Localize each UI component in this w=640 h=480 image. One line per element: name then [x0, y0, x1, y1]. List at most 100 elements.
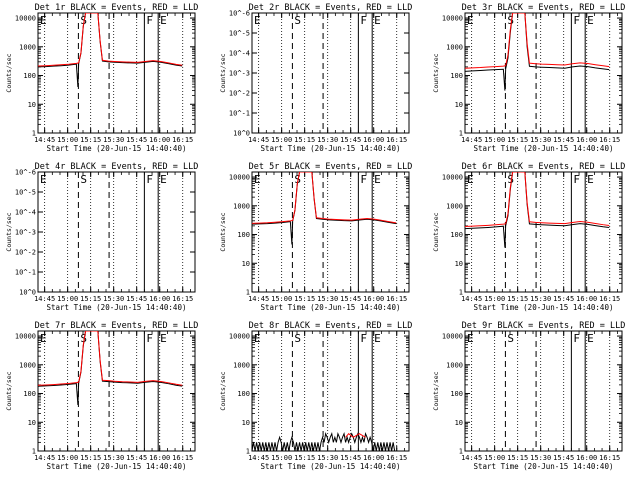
plot-frame: [37, 171, 196, 293]
y-tick-label: 10000: [15, 333, 36, 341]
event-marker-label: E: [587, 332, 594, 345]
y-axis-label: Counts/sec: [432, 371, 440, 410]
panel-title: Det 7r BLACK = Events, RED = LLD: [35, 321, 199, 331]
y-tick-label: 10^0: [19, 289, 36, 297]
event-marker-label: F: [146, 14, 153, 27]
x-tick-label: 15:30: [530, 295, 551, 303]
panel-4: Det 4r BLACK = Events, RED = LLD 10^0 10^-…: [5, 162, 198, 312]
event-marker-label: F: [573, 332, 580, 345]
x-tick-label: 14:45: [461, 295, 482, 303]
x-tick-label: 15:45: [553, 295, 574, 303]
panel-9: Det 9r BLACK = Events, RED = LLD 1 10 100 10…: [432, 321, 625, 471]
y-tick-label: 1: [459, 130, 463, 138]
y-tick-label: 100: [23, 390, 36, 398]
event-marker-label: E: [254, 332, 261, 345]
x-tick-label: 15:45: [340, 295, 361, 303]
event-marker-label: S: [507, 332, 514, 345]
x-tick-label: 14:45: [34, 295, 55, 303]
x-axis-label: Start Time (20-Jun-15 14:40:40): [474, 144, 614, 153]
panel-7: Det 7r BLACK = Events, RED = LLD 1 10 100 10…: [5, 321, 198, 471]
x-tick-label: 15:30: [103, 454, 124, 462]
event-marker-label: E: [160, 14, 167, 27]
x-tick-label: 14:45: [248, 454, 269, 462]
panel-title: Det 6r BLACK = Events, RED = LLD: [462, 162, 626, 172]
x-tick-label: 15:00: [484, 454, 505, 462]
y-tick-label: 1: [32, 130, 36, 138]
panel-title: Det 1r BLACK = Events, RED = LLD: [35, 3, 199, 13]
x-tick-label: 15:00: [57, 454, 78, 462]
panel-title: Det 8r BLACK = Events, RED = LLD: [249, 321, 413, 331]
x-tick-label: 16:00: [149, 454, 170, 462]
panel-2: Det 2r BLACK = Events, RED = LLD 10^0 10^-…: [219, 3, 412, 153]
y-tick-label: 10: [455, 260, 463, 268]
x-tick-label: 15:30: [317, 295, 338, 303]
plot-frame: [37, 12, 196, 134]
y-tick-label: 1000: [233, 361, 250, 369]
lld-series-line: [38, 331, 183, 386]
lld-series-line: [38, 13, 183, 67]
x-tick-label: 15:15: [507, 295, 528, 303]
x-tick-label: 16:00: [363, 454, 384, 462]
x-tick-label: 16:00: [363, 295, 384, 303]
event-marker-label: E: [374, 332, 381, 345]
y-tick-label: 10000: [442, 174, 463, 182]
x-tick-label: 15:15: [294, 454, 315, 462]
y-axis-label: Counts/sec: [432, 53, 440, 92]
x-axis-label: Start Time (20-Jun-15 14:40:40): [474, 462, 614, 471]
x-tick-label: 15:45: [126, 454, 147, 462]
panel-title: Det 4r BLACK = Events, RED = LLD: [35, 162, 199, 172]
y-tick-label: 10000: [442, 15, 463, 23]
x-tick-label: 15:30: [317, 454, 338, 462]
x-tick-label: 14:45: [461, 454, 482, 462]
x-tick-label: 15:15: [80, 136, 101, 144]
y-tick-label: 10000: [15, 15, 36, 23]
event-marker-label: F: [360, 173, 367, 186]
y-tick-label: 100: [23, 72, 36, 80]
x-axis-label: Start Time (20-Jun-15 14:40:40): [47, 462, 187, 471]
x-tick-label: 15:30: [317, 136, 338, 144]
x-tick-label: 15:45: [340, 136, 361, 144]
y-tick-label: 100: [450, 390, 463, 398]
panel-6: Det 6r BLACK = Events, RED = LLD 1 10 100 10…: [432, 162, 625, 312]
event-marker-label: E: [160, 332, 167, 345]
plot-frame: [251, 12, 410, 134]
event-marker-label: E: [40, 332, 47, 345]
y-tick-label: 10^-4: [15, 209, 36, 217]
y-tick-label: 1: [246, 289, 250, 297]
x-tick-label: 16:00: [576, 295, 597, 303]
event-marker-label: S: [507, 173, 514, 186]
x-tick-label: 16:15: [599, 454, 620, 462]
panel-3: Det 3r BLACK = Events, RED = LLD 1 10 100 10…: [432, 3, 625, 153]
y-axis-label: Counts/sec: [5, 212, 13, 251]
y-tick-label: 1: [246, 448, 250, 456]
x-tick-label: 15:30: [103, 136, 124, 144]
y-tick-label: 10000: [229, 174, 250, 182]
x-tick-label: 15:00: [271, 136, 292, 144]
events-series-line: [252, 431, 396, 451]
y-tick-label: 10^-3: [229, 70, 250, 78]
x-tick-label: 15:15: [507, 136, 528, 144]
x-axis-label: Start Time (20-Jun-15 14:40:40): [261, 144, 401, 153]
event-marker-label: E: [254, 173, 261, 186]
event-marker-label: E: [160, 173, 167, 186]
x-tick-label: 15:00: [271, 454, 292, 462]
x-tick-label: 15:15: [507, 454, 528, 462]
y-tick-label: 10: [28, 101, 36, 109]
y-tick-label: 10^-6: [15, 169, 36, 177]
event-marker-label: S: [294, 14, 301, 27]
event-marker-label: E: [467, 173, 474, 186]
x-tick-label: 15:30: [530, 454, 551, 462]
event-marker-label: E: [467, 332, 474, 345]
event-marker-label: S: [507, 14, 514, 27]
event-marker-label: F: [573, 14, 580, 27]
y-tick-label: 1000: [19, 361, 36, 369]
x-tick-label: 15:45: [553, 454, 574, 462]
event-marker-label: E: [467, 14, 474, 27]
x-tick-label: 16:00: [149, 295, 170, 303]
x-tick-label: 16:00: [576, 454, 597, 462]
event-marker-label: E: [374, 14, 381, 27]
event-marker-label: F: [146, 332, 153, 345]
lld-series-line: [345, 433, 366, 438]
x-tick-label: 15:45: [340, 454, 361, 462]
